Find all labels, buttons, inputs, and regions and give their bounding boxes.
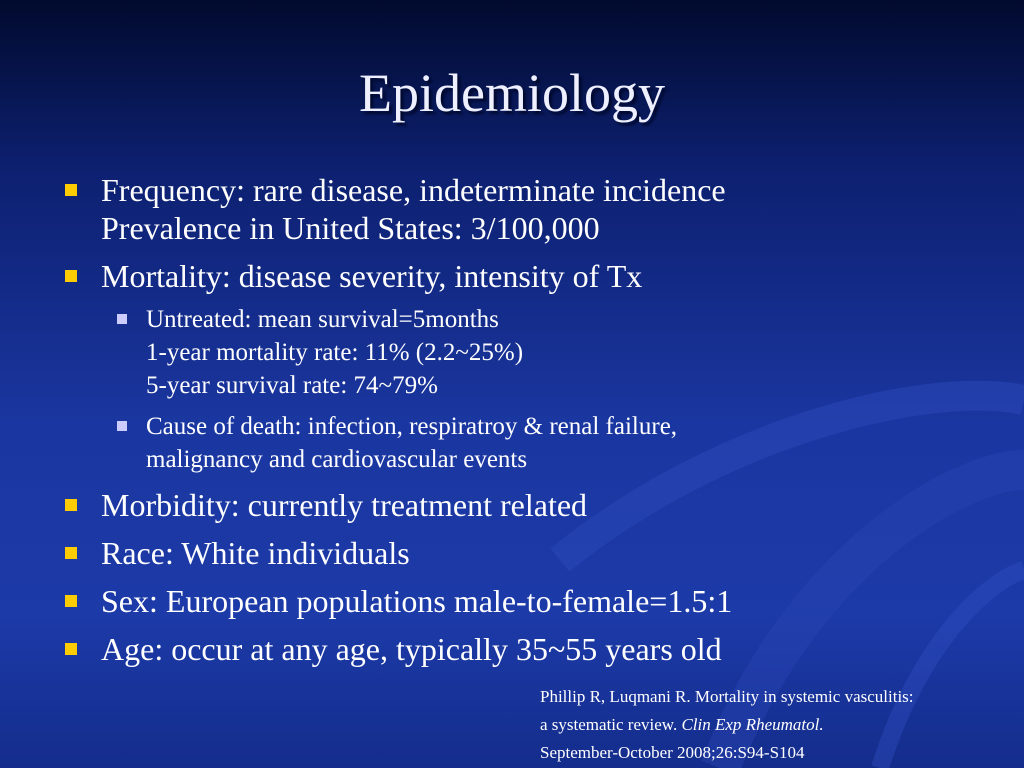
bullet-item: Mortality: disease severity, intensity o… [0,257,1024,476]
citation-text: a systematic review. [540,715,678,734]
bullet-item: Race: White individuals [0,534,1024,572]
sub-bullet-text: Untreated: mean survival=5months [146,306,499,333]
citation: Phillip R, Luqmani R. Mortality in syste… [540,683,914,767]
sub-bullet-marker [117,314,127,324]
bullet-text: Race: White individuals [101,535,410,571]
citation-line: a systematic review. Clin Exp Rheumatol. [540,711,914,739]
bullet-text: Frequency: rare disease, indeterminate i… [101,172,726,208]
bullet-marker [65,643,77,655]
bullet-marker [65,270,77,282]
bullet-marker [65,595,77,607]
sub-bullet-text: 1-year mortality rate: 11% (2.2~25%) [146,339,524,366]
slide-title: Epidemiology [359,63,665,123]
bullet-text: Sex: European populations male-to-female… [101,583,733,619]
sub-bullet-text: malignancy and cardiovascular events [146,446,528,473]
citation-line: September-October 2008;26:S94-S104 [540,743,805,762]
bullet-item: Morbidity: currently treatment related [0,486,1024,524]
swirl [871,561,1024,768]
sub-bullet-item: Cause of death: infection, respiratroy &… [0,410,1024,476]
bullet-item: Frequency: rare disease, indeterminate i… [0,171,1024,247]
sub-bullet-text: 5-year survival rate: 74~79% [146,372,438,399]
bullet-item: Age: occur at any age, typically 35~55 y… [0,630,1024,668]
swirl [550,380,1024,572]
journal-name: Clin Exp Rheumatol. [681,715,824,734]
bullet-text: Mortality: disease severity, intensity o… [101,258,643,294]
sub-bullet-item: Untreated: mean survival=5months 1-year m… [0,303,1024,402]
citation-line: Phillip R, Luqmani R. Mortality in syste… [540,687,914,706]
bullet-marker [65,547,77,559]
sub-bullet-text: Cause of death: infection, respiratroy &… [146,413,678,440]
bullet-marker [65,499,77,511]
swirl [701,450,1024,768]
bullet-marker [65,184,77,196]
bullet-list: Frequency: rare disease, indeterminate i… [0,171,1024,668]
bullet-text: Prevalence in United States: 3/100,000 [101,210,600,246]
sub-bullet-marker [117,421,127,431]
bullet-text: Morbidity: currently treatment related [101,487,588,523]
bullet-text: Age: occur at any age, typically 35~55 y… [101,631,722,667]
bullet-item: Sex: European populations male-to-female… [0,582,1024,620]
